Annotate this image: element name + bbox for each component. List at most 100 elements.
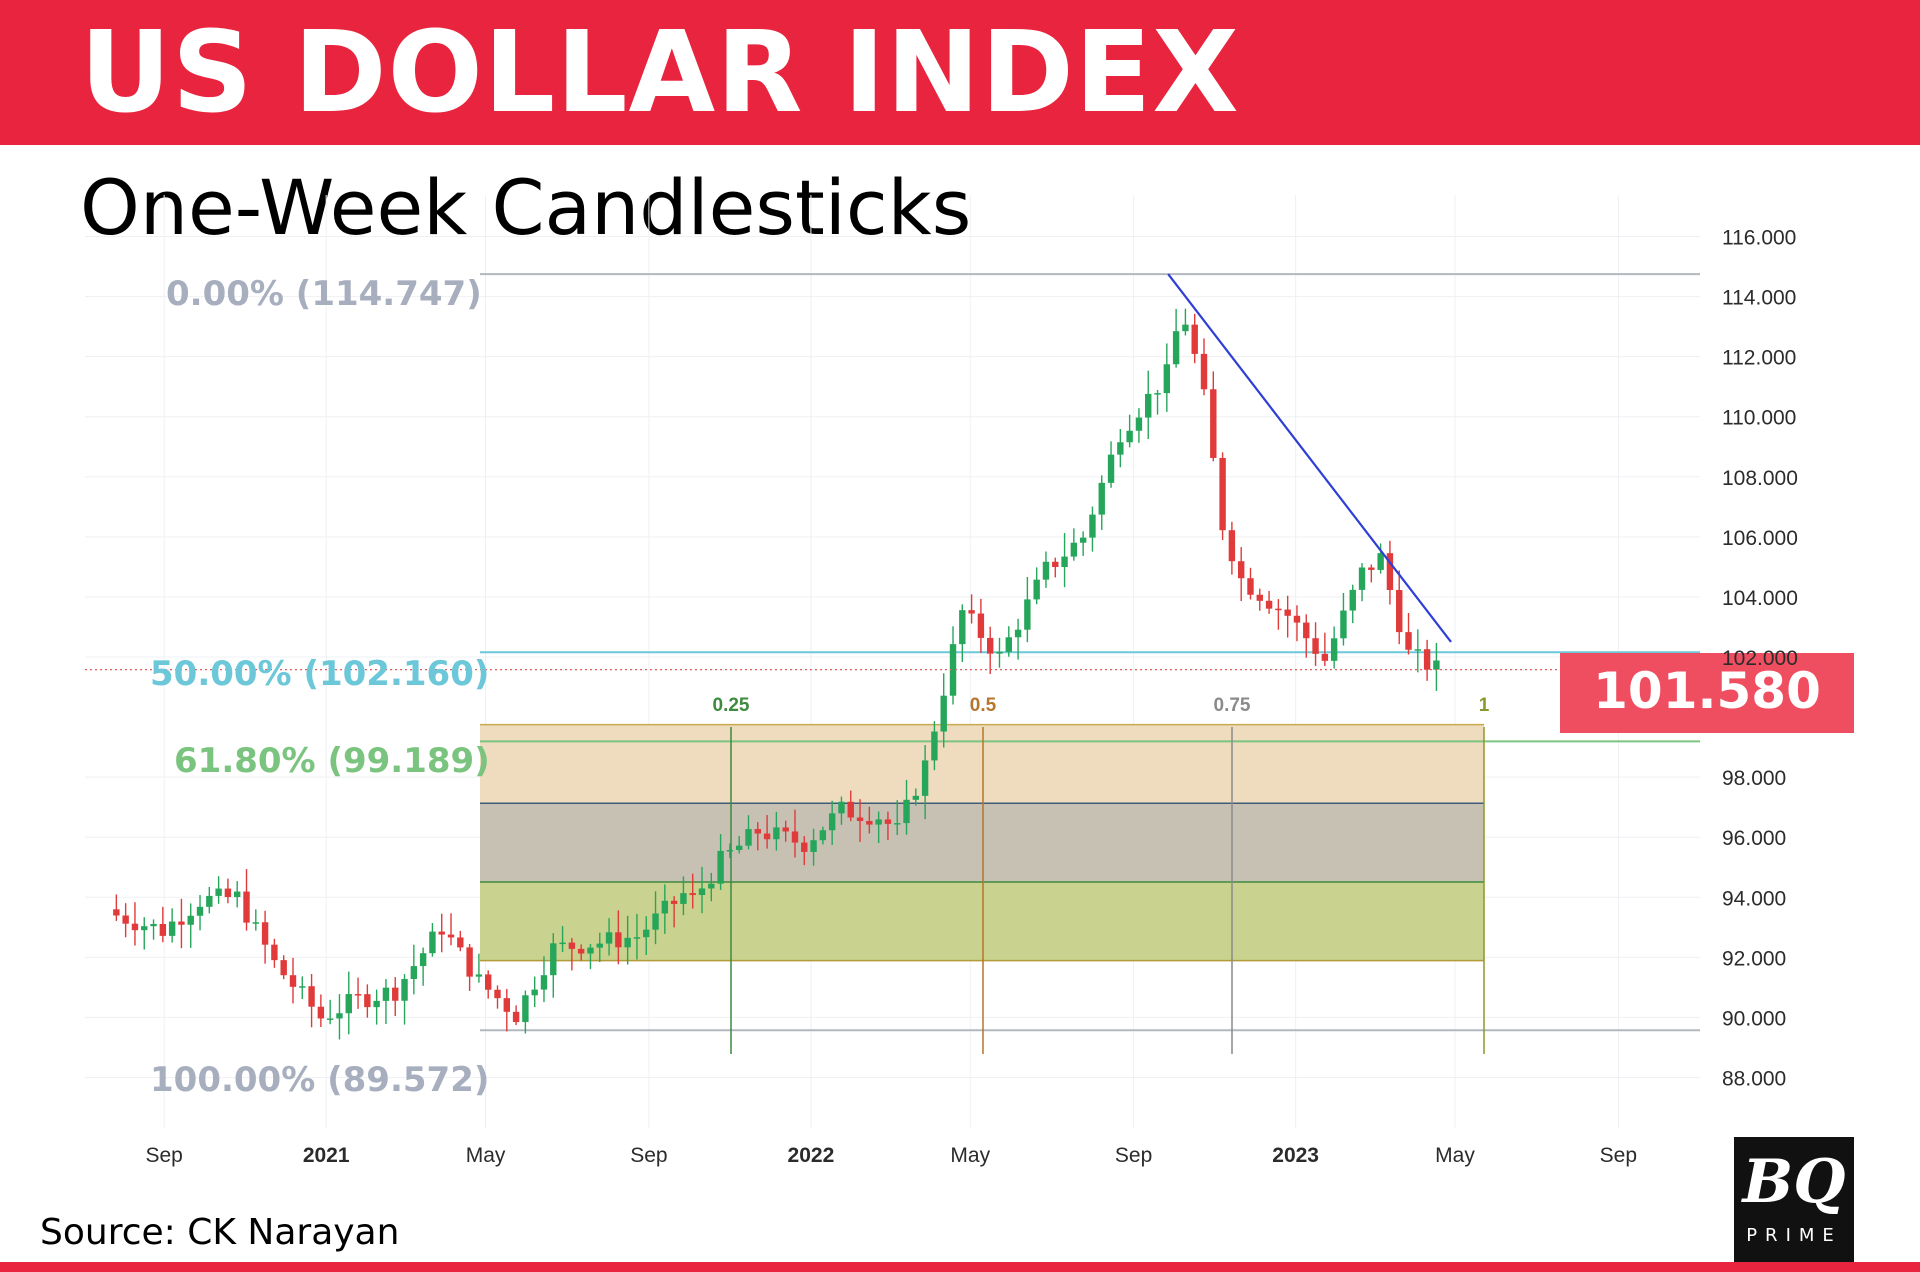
candle-body [1033, 579, 1040, 600]
candle-body [745, 829, 752, 846]
x-tick-label: Sep [1600, 1144, 1637, 1167]
candle-body [968, 610, 975, 614]
candle-body [903, 799, 910, 824]
candle-body [1089, 514, 1096, 538]
fib-label-618: 61.80% (99.189) [174, 741, 490, 781]
candle-body [856, 817, 864, 822]
candle-body [494, 989, 501, 999]
candle-body [986, 637, 994, 654]
fib-layer [480, 273, 1700, 1054]
candle-body [1256, 594, 1263, 601]
y-tick-label: 104.000 [1722, 587, 1798, 610]
candle-body [401, 979, 408, 1001]
fib-time-label: 1 [1479, 695, 1490, 716]
candle-body [1358, 567, 1366, 590]
candle-body [1265, 600, 1273, 609]
candle-body [726, 850, 734, 852]
candle-body [652, 913, 659, 930]
logo-text: BQ [1742, 1147, 1846, 1217]
candle-body [522, 995, 529, 1023]
x-tick-label: May [466, 1144, 506, 1167]
candle-body [178, 921, 185, 925]
x-tick-label: 2021 [303, 1144, 350, 1167]
candle-body [1061, 556, 1068, 568]
y-tick-label: 106.000 [1722, 527, 1798, 550]
candle-body [531, 989, 538, 996]
x-tick-label: 2023 [1272, 1144, 1319, 1167]
y-tick-label: 116.000 [1722, 227, 1796, 250]
y-tick-label: 112.000 [1722, 347, 1796, 370]
candle-body [1079, 537, 1087, 543]
candle-body [801, 842, 808, 852]
candle-body [1052, 561, 1059, 568]
candle-body [141, 926, 148, 931]
candle-body [261, 922, 269, 945]
candle-body [429, 931, 436, 954]
candle-body [773, 827, 780, 840]
candle-body [568, 942, 576, 949]
fib-zone-2 [480, 803, 1484, 882]
candle-body [698, 888, 706, 896]
bottom-bar [0, 1262, 1920, 1272]
candle-body [196, 906, 204, 916]
fib-time-label: 0.25 [713, 695, 750, 716]
candle-body [503, 998, 510, 1012]
candle-body [884, 819, 892, 824]
candle-body [540, 975, 548, 990]
label-layer: 88.000 90.000 92.000 94.000 96.000 98.000 102.… [145, 227, 1797, 1167]
candle-body [1005, 637, 1012, 652]
candle-body [159, 924, 167, 936]
candle-body [345, 994, 352, 1014]
x-tick-label: Sep [630, 1144, 667, 1167]
candle-body [150, 924, 157, 927]
candle-body [670, 900, 678, 904]
candle-body [847, 801, 854, 818]
candle-body [457, 937, 464, 948]
fib-label-100: 100.00% (89.572) [150, 1060, 489, 1100]
candle-body [215, 888, 222, 896]
y-tick-label: 90.000 [1722, 1007, 1786, 1030]
candle-body [475, 974, 483, 977]
candle-body [782, 827, 789, 832]
logo-subtext: PRIME [1746, 1225, 1842, 1246]
candle-body [336, 1013, 343, 1019]
candle-body [1126, 430, 1133, 443]
candle-body [866, 821, 873, 825]
candle-body [289, 975, 297, 987]
candle-body [633, 937, 641, 939]
trendline [1167, 273, 1452, 643]
candle-body [485, 974, 492, 990]
fib-zone-3 [480, 881, 1484, 961]
candle-body [1154, 393, 1161, 395]
candle-body [1172, 331, 1180, 365]
candle-body [299, 986, 306, 988]
candle-body [959, 610, 966, 645]
candle-body [680, 893, 687, 904]
candle-body [1098, 482, 1105, 515]
candle-body [317, 1006, 325, 1019]
candle-body [1321, 653, 1329, 661]
candle-body [410, 966, 418, 980]
candle-body [512, 1011, 520, 1023]
fib-time-label: 0.5 [970, 695, 997, 716]
candle-body [1330, 638, 1338, 661]
candle-body [122, 915, 129, 924]
candle-body [1237, 561, 1245, 579]
candle-body [940, 695, 947, 732]
candle-body [624, 937, 631, 948]
y-tick-label: 94.000 [1722, 887, 1786, 910]
candle-body [1014, 629, 1022, 638]
candle-body [1145, 393, 1152, 418]
price-tag-box [1560, 653, 1854, 733]
x-tick-label: May [1435, 1144, 1475, 1167]
candle-body [234, 891, 241, 898]
candle-body [1349, 589, 1356, 611]
candle-body [1284, 609, 1291, 616]
candle-body [1368, 567, 1375, 570]
candle-body [252, 922, 260, 924]
candle-body [1340, 610, 1347, 639]
brand-logo: BQ PRIME [1734, 1137, 1854, 1262]
candle-body [1182, 324, 1189, 332]
fib-label-50: 50.00% (102.160) [150, 654, 489, 694]
